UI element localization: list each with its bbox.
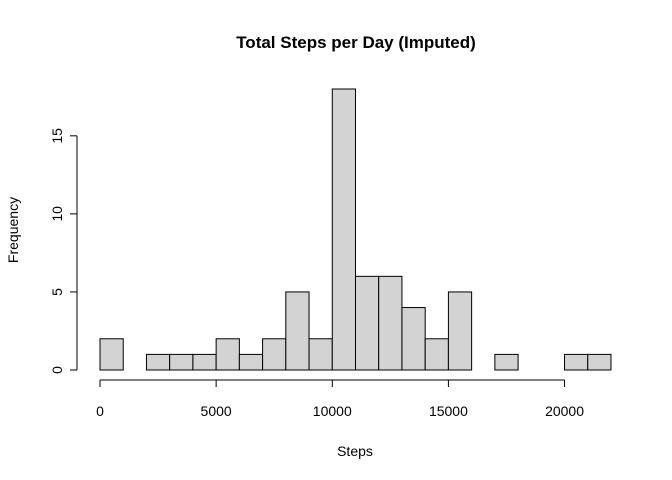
histogram-bar-21000-22000: [587, 353, 612, 371]
x-tick-label-0: 0: [96, 403, 104, 419]
histogram-bar-0-1000: [99, 338, 124, 371]
x-axis: 0 5000 10000 15000 20000: [96, 379, 584, 419]
bars-group: [99, 88, 612, 371]
histogram-bar-14000-15000: [424, 338, 449, 371]
y-tick-label-5: 5: [49, 288, 65, 296]
x-axis-label: Steps: [337, 443, 373, 459]
y-tick-label-0: 0: [49, 366, 65, 374]
histogram-bar-15000-16000: [447, 291, 473, 371]
y-tick-label-15: 15: [49, 128, 65, 144]
histogram-bar-20000-21000: [564, 353, 589, 371]
y-axis: 0 5 10 15: [49, 128, 78, 374]
histogram-bar-8000-9000: [285, 291, 310, 371]
histogram-bar-9000-10000: [308, 338, 333, 371]
histogram-bar-2000-3000: [145, 353, 171, 371]
histogram-bar-12000-13000: [378, 275, 403, 371]
histogram-bar-11000-12000: [355, 275, 380, 371]
x-tick-label-15000: 15000: [429, 403, 468, 419]
x-tick-label-10000: 10000: [313, 403, 352, 419]
histogram-bar-6000-7000: [238, 353, 264, 371]
histogram-bar-5000-6000: [215, 338, 240, 371]
x-tick-label-5000: 5000: [201, 403, 232, 419]
y-tick-label-10: 10: [49, 206, 65, 222]
histogram-bar-7000-8000: [262, 338, 287, 371]
histogram-bar-17000-18000: [494, 353, 519, 371]
chart-title: Total Steps per Day (Imputed): [236, 33, 476, 52]
histogram-bar-10000-11000: [331, 88, 357, 371]
y-axis-label: Frequency: [5, 197, 21, 263]
histogram-bar-3000-4000: [169, 353, 194, 371]
x-tick-label-20000: 20000: [545, 403, 584, 419]
histogram-bar-4000-5000: [192, 353, 217, 371]
histogram-bar-13000-14000: [401, 307, 426, 371]
